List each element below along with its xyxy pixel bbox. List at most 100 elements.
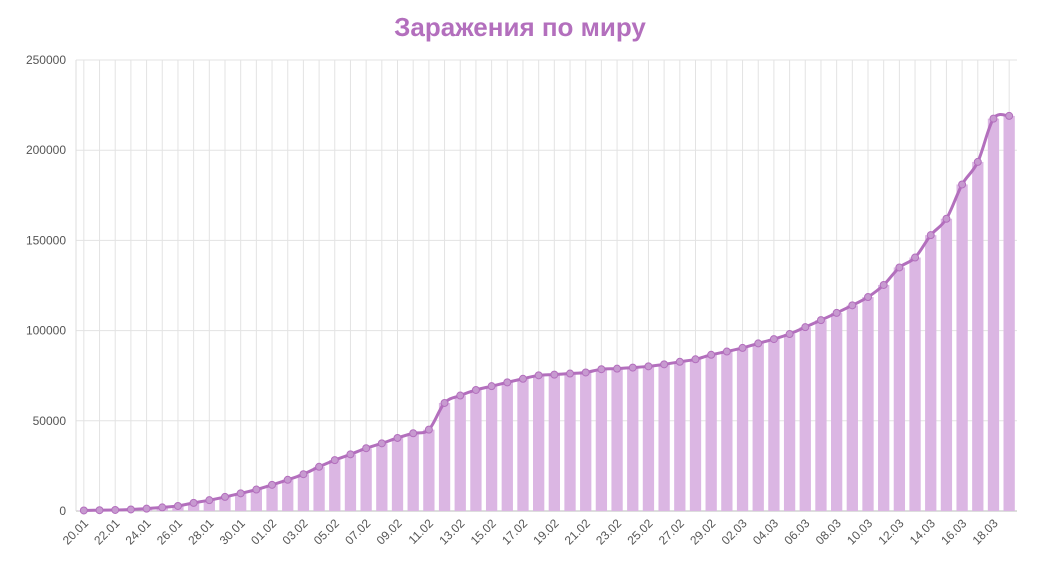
line-point	[895, 263, 904, 272]
bar	[407, 433, 419, 511]
line-point	[189, 498, 198, 507]
line-point	[660, 360, 669, 369]
bar	[454, 395, 466, 511]
line-point	[330, 456, 339, 465]
line-point	[377, 439, 386, 448]
line-point	[487, 382, 496, 391]
bar	[705, 354, 717, 511]
line-point	[973, 157, 982, 166]
bar	[517, 378, 529, 511]
y-tick-label: 200000	[26, 143, 66, 157]
bar	[344, 454, 357, 511]
bar	[376, 443, 388, 511]
chart-title: Заражения по миру	[394, 12, 646, 42]
x-tick-label: 25.02	[625, 516, 656, 547]
x-tick-label: 04.03	[750, 516, 781, 547]
bar	[219, 496, 231, 511]
line-point	[424, 425, 433, 434]
bar	[391, 437, 404, 511]
line-point	[722, 347, 731, 356]
line-point	[503, 378, 512, 387]
line-point	[158, 503, 167, 512]
x-tick-label: 02.03	[719, 516, 750, 547]
bar	[485, 386, 498, 511]
line-point	[79, 506, 88, 515]
bar	[580, 372, 592, 511]
line-point	[95, 506, 104, 515]
x-tick-label: 07.02	[342, 516, 373, 547]
line-point	[268, 480, 277, 489]
bar	[674, 361, 686, 511]
line-point	[769, 335, 778, 344]
y-tick-label: 250000	[26, 53, 66, 67]
bar	[972, 161, 984, 511]
bar	[987, 118, 1000, 511]
x-tick-label: 23.02	[593, 516, 624, 547]
line-point	[550, 370, 559, 379]
line-point	[299, 470, 308, 479]
line-point	[785, 330, 794, 339]
x-tick-label: 12.03	[875, 516, 906, 547]
line-point	[283, 475, 292, 484]
line-point	[942, 214, 951, 223]
bar	[642, 366, 655, 511]
bar	[627, 367, 639, 511]
bar	[799, 327, 811, 511]
bar	[815, 320, 827, 511]
line-point	[675, 357, 684, 366]
bar	[862, 297, 874, 511]
x-tick-label: 01.02	[248, 516, 279, 547]
bar	[846, 305, 858, 511]
bar	[1003, 115, 1015, 511]
bar	[752, 343, 764, 511]
bar	[956, 184, 968, 511]
bar	[235, 493, 247, 511]
x-tick-label: 18.03	[970, 516, 1001, 547]
line-point	[409, 429, 418, 438]
line-point	[126, 505, 135, 514]
line-point	[440, 398, 449, 407]
line-point	[205, 496, 214, 505]
bar	[940, 218, 953, 511]
bar	[533, 375, 545, 511]
x-tick-label: 13.02	[436, 516, 467, 547]
bar	[313, 466, 325, 511]
line-point	[801, 323, 810, 332]
x-tick-label: 20.01	[60, 516, 91, 547]
bar	[297, 474, 310, 511]
bar	[266, 484, 278, 511]
bar	[830, 312, 843, 511]
line-point	[989, 114, 998, 123]
x-tick-label: 17.02	[499, 516, 530, 547]
bar	[282, 479, 294, 511]
bar	[611, 368, 623, 511]
x-tick-label: 09.02	[374, 516, 405, 547]
bar	[768, 339, 780, 511]
line-point	[111, 505, 120, 514]
line-point	[456, 391, 465, 400]
bar	[909, 257, 921, 511]
x-tick-label: 11.02	[406, 516, 437, 547]
line-point	[1005, 111, 1014, 120]
bar	[203, 500, 215, 511]
line-point	[754, 339, 763, 348]
bar	[721, 351, 733, 511]
bar	[893, 267, 906, 511]
line-point	[534, 371, 543, 380]
bar	[360, 448, 372, 511]
bar	[736, 347, 749, 511]
line-point	[362, 444, 371, 453]
x-tick-label: 05.02	[311, 516, 342, 547]
x-tick-label: 19.02	[530, 516, 561, 547]
x-tick-label: 27.02	[656, 516, 687, 547]
bar	[423, 429, 435, 511]
x-tick-label: 14.03	[907, 516, 938, 547]
line-point	[911, 253, 920, 262]
line-point	[644, 362, 653, 371]
line-point	[315, 462, 324, 471]
bar	[470, 389, 482, 511]
line-point	[173, 501, 182, 510]
line-point	[613, 364, 622, 373]
line-point	[864, 293, 873, 302]
